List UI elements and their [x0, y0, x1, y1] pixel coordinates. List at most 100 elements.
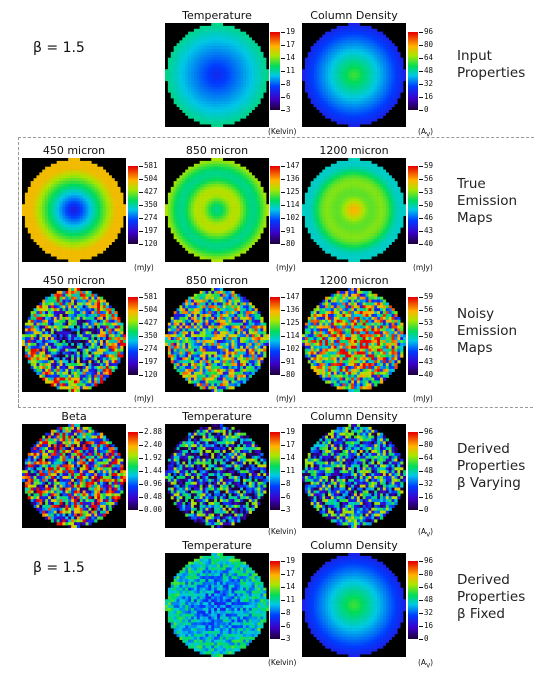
colorbar-tick-label: 0: [419, 106, 429, 114]
colorbar-tick-label: 0.96: [139, 480, 162, 488]
colorbar: [128, 297, 138, 376]
unit-av-close: ): [430, 127, 434, 136]
colorbar-tick-label: 56: [419, 306, 433, 314]
row-label-line: Properties: [457, 65, 526, 81]
row-label-line: Properties: [457, 458, 526, 474]
colorbar: [270, 32, 280, 111]
colorbar: [408, 297, 418, 376]
map-derived-beta: [22, 424, 126, 528]
colorbar-tick-label: 19: [281, 28, 295, 36]
colorbar-tick-label: 80: [281, 371, 295, 379]
unit-label: (Kelvin): [268, 127, 297, 136]
unit-label: (Kelvin): [268, 658, 297, 667]
colorbar: [270, 297, 280, 376]
colorbar-tick-label: 8: [281, 80, 291, 88]
colorbar-tick-label: 80: [419, 41, 433, 49]
colorbar-tick-label: 0: [419, 506, 429, 514]
colorbar-tick-label: 91: [281, 227, 295, 235]
colorbar-tick-label: 3: [281, 506, 291, 514]
unit-label: (mJy): [276, 263, 296, 272]
map-noisy-450: [22, 288, 126, 392]
colorbar-tick-label: 96: [419, 28, 433, 36]
colorbar-tick-label: 53: [419, 188, 433, 196]
colorbar-tick-label: 274: [139, 345, 158, 353]
colorbar-tick-label: 50: [419, 201, 433, 209]
beta-value-label: β = 1.5: [33, 40, 85, 56]
colorbar-tick-label: 17: [281, 441, 295, 449]
colorbar-tick-label: 16: [419, 493, 433, 501]
unit-av-sub: V: [426, 662, 431, 670]
colorbar-tick-label: 0.00: [139, 506, 162, 514]
panel-title: 850 micron: [185, 144, 249, 157]
colorbar-tick-label: 48: [419, 467, 433, 475]
colorbar-tick-label: 64: [419, 54, 433, 62]
unit-label: (mJy): [134, 263, 154, 272]
map-noisy-850: [165, 288, 269, 392]
colorbar-tick-label: 350: [139, 201, 158, 209]
colorbar-tick-label: 17: [281, 570, 295, 578]
panel-title: Temperature: [182, 410, 252, 423]
row-label-line: Noisy: [457, 306, 495, 322]
colorbar-tick-label: 136: [281, 306, 300, 314]
colorbar-tick-label: 80: [281, 240, 295, 248]
row-label-noisy: Noisy Emission Maps: [457, 306, 517, 357]
colorbar: [408, 32, 418, 111]
colorbar-tick-label: 102: [281, 345, 300, 353]
panel-title: Column Density: [310, 539, 398, 552]
colorbar-tick-label: 46: [419, 345, 433, 353]
map-derived-temperature-varying: [165, 424, 269, 528]
colorbar-tick-label: 125: [281, 319, 300, 327]
colorbar-tick-label: 3: [281, 635, 291, 643]
dashed-box-bottom: [18, 407, 533, 408]
colorbar-tick-label: 8: [281, 480, 291, 488]
colorbar-tick-label: 114: [281, 201, 300, 209]
colorbar-tick-label: 504: [139, 306, 158, 314]
colorbar-tick-label: 136: [281, 175, 300, 183]
colorbar-tick-label: 0: [419, 635, 429, 643]
colorbar-tick-label: 96: [419, 557, 433, 565]
colorbar-tick-label: 32: [419, 609, 433, 617]
unit-label: (mJy): [134, 394, 154, 403]
panel-title: 1200 micron: [319, 144, 389, 157]
colorbar: [408, 432, 418, 511]
colorbar-tick-label: 50: [419, 332, 433, 340]
unit-label: (AV): [418, 127, 433, 140]
map-true-1200: [302, 158, 406, 262]
colorbar-tick-label: 46: [419, 214, 433, 222]
colorbar-tick-label: 11: [281, 67, 295, 75]
panel-title: Column Density: [310, 9, 398, 22]
colorbar-tick-label: 2.88: [139, 428, 162, 436]
row-label-line: β Fixed: [457, 606, 505, 622]
row-label-line: Derived: [457, 441, 510, 457]
row-label-line: Maps: [457, 340, 493, 356]
colorbar-tick-label: 350: [139, 332, 158, 340]
unit-label: (AV): [418, 658, 433, 671]
unit-av-close: ): [430, 527, 434, 536]
panel-title: Column Density: [310, 410, 398, 423]
colorbar-tick-label: 19: [281, 428, 295, 436]
row-label-true: True Emission Maps: [457, 176, 517, 227]
colorbar-tick-label: 125: [281, 188, 300, 196]
unit-av: (A: [418, 127, 427, 136]
colorbar-tick-label: 32: [419, 480, 433, 488]
colorbar-tick-label: 2.40: [139, 441, 162, 449]
colorbar-tick-label: 59: [419, 293, 433, 301]
map-input-temperature: [165, 23, 269, 127]
map-derived-column-density-fixed: [302, 553, 406, 657]
colorbar-tick-label: 427: [139, 319, 158, 327]
colorbar-tick-label: 197: [139, 227, 158, 235]
unit-av-sub: V: [426, 131, 431, 139]
colorbar-tick-label: 1.44: [139, 467, 162, 475]
row-label-line: Emission: [457, 193, 518, 209]
colorbar-tick-label: 53: [419, 319, 433, 327]
unit-label: (mJy): [413, 263, 433, 272]
colorbar-tick-label: 147: [281, 293, 300, 301]
colorbar-tick-label: 17: [281, 41, 295, 49]
colorbar: [408, 561, 418, 640]
colorbar-tick-label: 114: [281, 332, 300, 340]
colorbar-tick-label: 11: [281, 467, 295, 475]
row-label-fixed: Derived Properties β Fixed: [457, 572, 525, 623]
colorbar-tick-label: 48: [419, 67, 433, 75]
colorbar-tick-label: 19: [281, 557, 295, 565]
map-true-850: [165, 158, 269, 262]
